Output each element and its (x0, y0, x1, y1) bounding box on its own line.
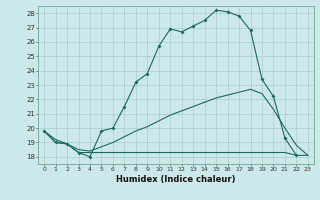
X-axis label: Humidex (Indice chaleur): Humidex (Indice chaleur) (116, 175, 236, 184)
